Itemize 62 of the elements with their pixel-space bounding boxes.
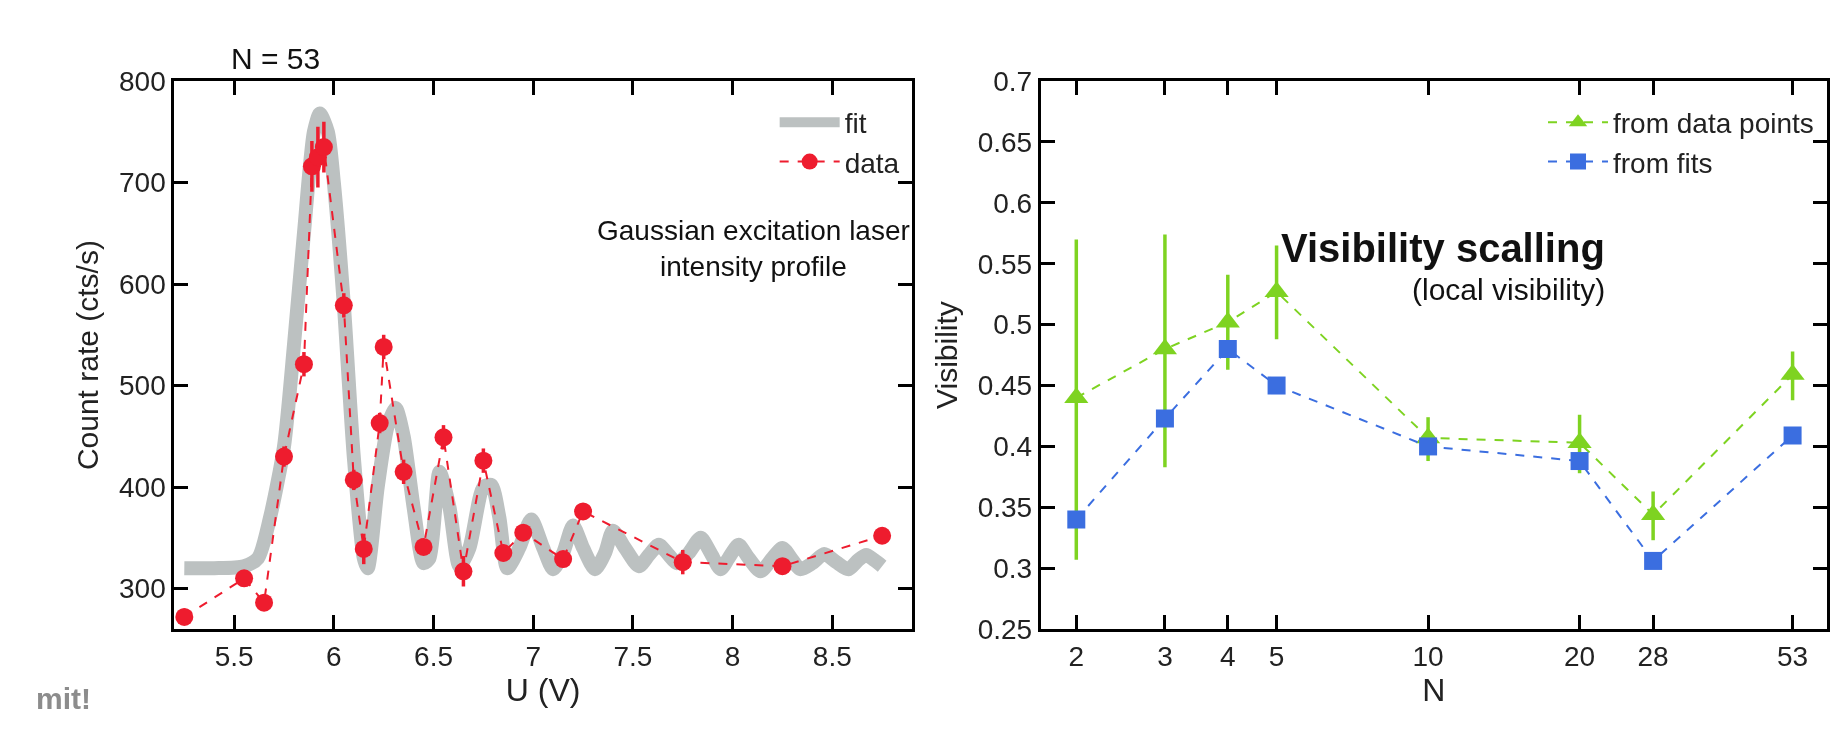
legend-label: fit xyxy=(844,108,867,140)
x-tick-label: 8 xyxy=(724,640,741,672)
point xyxy=(454,562,473,581)
x-tick-label: 8.5 xyxy=(812,640,852,672)
point xyxy=(275,447,293,466)
point xyxy=(374,337,393,356)
point xyxy=(255,593,274,612)
x-axis-title: U (V) xyxy=(505,671,581,708)
point xyxy=(354,539,373,558)
point xyxy=(773,557,792,576)
x-tick-label: 2 xyxy=(1068,640,1085,672)
x-tick-label: 53 xyxy=(1777,640,1809,672)
y-tick-label: 0.6 xyxy=(993,187,1033,219)
x-tick-label: 6.5 xyxy=(414,640,453,672)
y-tick-label: 300 xyxy=(119,573,166,605)
x-tick-label: 20 xyxy=(1564,640,1596,672)
point xyxy=(294,355,313,374)
point xyxy=(434,428,453,447)
y-tick-label: 700 xyxy=(119,167,166,199)
point xyxy=(474,451,493,470)
annotation: Visibility scalling xyxy=(1281,226,1605,270)
y-tick-label: 0.3 xyxy=(993,553,1033,585)
y-axis-title: Visibility xyxy=(929,301,963,409)
x-axis-title: N xyxy=(1422,671,1446,708)
legend-label: data xyxy=(844,147,900,179)
x-tick-label: 5 xyxy=(1268,640,1285,672)
y-axis-title: Count rate (cts/s) xyxy=(71,240,105,471)
point xyxy=(314,138,333,157)
y-tick-label: 0.55 xyxy=(977,248,1033,280)
y-tick-label: 0.65 xyxy=(977,126,1033,158)
point xyxy=(344,470,363,489)
point xyxy=(370,414,389,433)
text: mit! xyxy=(36,682,91,715)
legend-label: from data points xyxy=(1613,108,1814,140)
x-tick-label: 4 xyxy=(1220,640,1236,672)
point xyxy=(574,502,593,521)
annotation: (local visibility) xyxy=(1412,273,1606,306)
point xyxy=(514,523,533,542)
x-tick-label: 10 xyxy=(1412,640,1444,672)
x-tick-label: 28 xyxy=(1637,640,1669,672)
y-tick-label: 400 xyxy=(119,471,166,503)
chart-title: N = 53 xyxy=(231,42,321,75)
y-tick-label: 500 xyxy=(119,370,166,402)
x-tick-label: 7 xyxy=(525,640,542,672)
y-tick-label: 0.7 xyxy=(993,65,1033,97)
y-tick-label: 0.4 xyxy=(993,431,1033,463)
y-tick-label: 0.35 xyxy=(977,492,1033,524)
x-tick-label: 6 xyxy=(326,640,342,672)
point xyxy=(235,569,254,588)
y-tick-label: 0.45 xyxy=(977,370,1033,402)
y-tick-label: 0.25 xyxy=(977,613,1033,645)
point xyxy=(334,296,353,315)
y-tick-label: 0.5 xyxy=(993,309,1033,341)
legend-label: from fits xyxy=(1613,147,1713,179)
x-tick-label: 7.5 xyxy=(613,640,653,672)
x-tick-label: 5.5 xyxy=(214,640,254,672)
y-tick-label: 800 xyxy=(119,65,166,97)
x-tick-label: 3 xyxy=(1157,640,1173,672)
point xyxy=(673,553,692,572)
y-tick-label: 600 xyxy=(119,268,166,300)
point xyxy=(394,462,413,481)
annotation: Gaussian excitation laser intensity profile xyxy=(597,215,910,283)
